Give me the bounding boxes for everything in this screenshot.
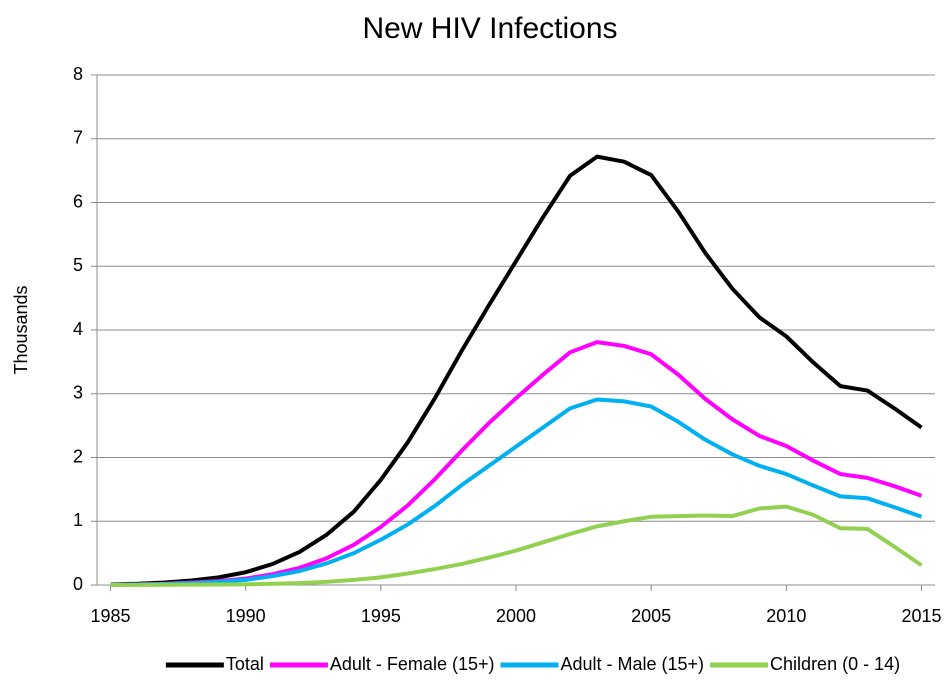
y-axis-label: Thousands (11, 285, 31, 374)
y-tick-label: 2 (73, 446, 83, 466)
y-tick-label: 1 (73, 510, 83, 530)
x-tick-label: 2000 (496, 606, 536, 626)
x-tick-label: 1995 (361, 606, 401, 626)
x-tick-label: 2005 (631, 606, 671, 626)
y-tick-label: 5 (73, 255, 83, 275)
series-line (110, 504, 923, 587)
legend-label: Total (226, 654, 264, 674)
y-tick-label: 6 (73, 191, 83, 211)
y-tick-label: 7 (73, 128, 83, 148)
series-line (110, 397, 923, 587)
x-tick-label: 1985 (90, 606, 130, 626)
y-tick-label: 0 (73, 574, 83, 594)
legend-label: Adult - Female (15+) (330, 654, 495, 674)
legend-label: Children (0 - 14) (770, 654, 900, 674)
x-tick-label: 2010 (766, 606, 806, 626)
series-line (110, 340, 923, 587)
y-tick-label: 4 (73, 319, 83, 339)
x-tick-label: 2015 (901, 606, 941, 626)
x-tick-label: 1990 (226, 606, 266, 626)
legend-label: Adult - Male (15+) (560, 654, 704, 674)
chart-title: New HIV Infections (362, 12, 617, 45)
y-tick-label: 8 (73, 64, 83, 84)
series-line (110, 154, 923, 587)
y-tick-label: 3 (73, 383, 83, 403)
